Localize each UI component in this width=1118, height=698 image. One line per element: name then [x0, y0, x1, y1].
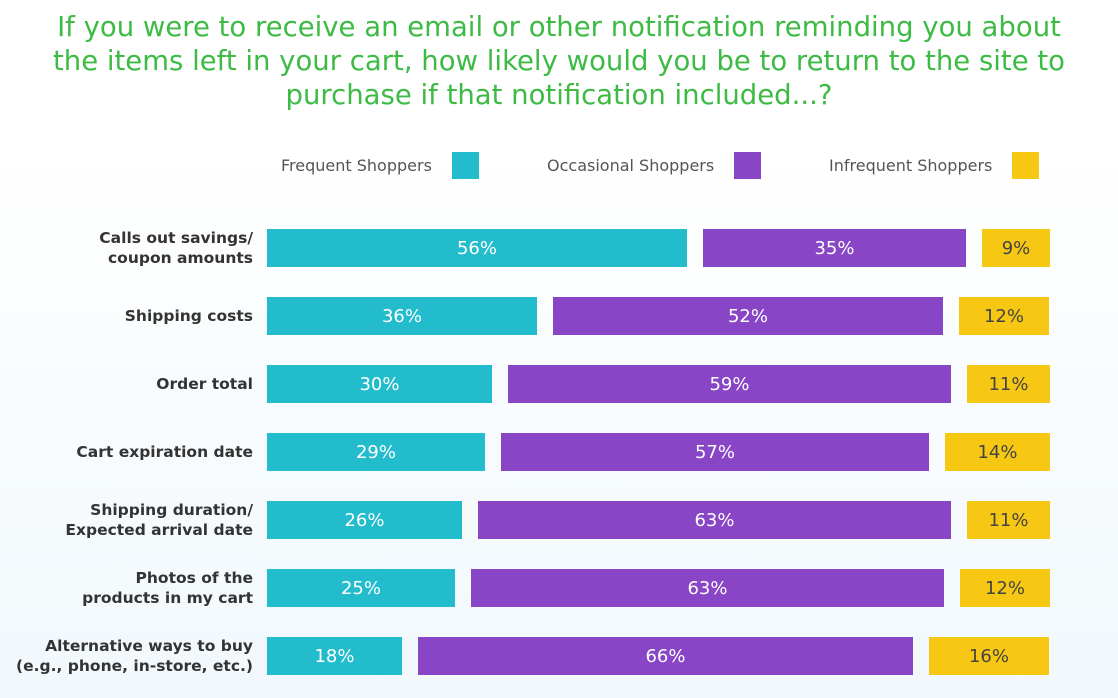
legend-item-infrequent: Infrequent Shoppers — [829, 150, 1040, 180]
data-label: 18% — [314, 645, 355, 667]
bar-frequent: 30% — [267, 365, 492, 403]
bar-occasional: 57% — [501, 433, 929, 471]
data-label: 30% — [359, 373, 400, 395]
data-label: 52% — [727, 305, 768, 327]
data-label: 11% — [988, 373, 1029, 395]
category-label: Order total — [156, 375, 253, 393]
bar-infrequent: 12% — [960, 569, 1050, 607]
category-label: Shipping costs — [124, 307, 253, 325]
bar-infrequent: 9% — [982, 229, 1050, 267]
category-label: Shipping duration/ Expected arrival date — [65, 501, 253, 539]
data-label: 16% — [968, 645, 1009, 667]
data-label: 25% — [340, 577, 381, 599]
data-label: 9% — [1001, 237, 1031, 259]
data-label: 26% — [344, 509, 385, 531]
legend-item-frequent: Frequent Shoppers — [281, 150, 479, 180]
data-label: 63% — [687, 577, 728, 599]
bar-frequent: 36% — [267, 297, 537, 335]
bar-occasional: 59% — [508, 365, 951, 403]
bar-occasional: 63% — [478, 501, 951, 539]
legend-swatch-infrequent — [1012, 151, 1040, 179]
bar-infrequent: 12% — [959, 297, 1049, 335]
bar-frequent: 18% — [267, 637, 402, 675]
data-label: 12% — [984, 577, 1025, 599]
data-label: 63% — [694, 509, 735, 531]
data-label: 57% — [694, 441, 735, 463]
bar-infrequent: 11% — [967, 501, 1050, 539]
bar-infrequent: 14% — [945, 433, 1050, 471]
data-label: 14% — [977, 441, 1018, 463]
category-label: Alternative ways to buy (e.g., phone, in… — [16, 637, 253, 675]
legend-label-infrequent: Infrequent Shoppers — [829, 155, 993, 175]
data-label: 12% — [983, 305, 1024, 327]
data-label: 56% — [456, 237, 497, 259]
data-label: 66% — [645, 645, 686, 667]
category-label: Photos of the products in my cart — [82, 569, 253, 607]
legend-swatch-occasional — [734, 151, 762, 179]
bar-occasional: 66% — [418, 637, 913, 675]
data-label: 11% — [988, 509, 1029, 531]
data-label: 29% — [355, 441, 396, 463]
bar-frequent: 26% — [267, 501, 462, 539]
legend-swatch-frequent — [451, 151, 479, 179]
category-label: Cart expiration date — [76, 443, 253, 461]
data-label: 35% — [814, 237, 855, 259]
bar-frequent: 56% — [267, 229, 687, 267]
bar-infrequent: 16% — [929, 637, 1049, 675]
data-label: 59% — [709, 373, 750, 395]
legend-label-frequent: Frequent Shoppers — [281, 155, 432, 175]
legend-label-occasional: Occasional Shoppers — [547, 155, 715, 175]
chart-title: If you were to receive an email or other… — [53, 11, 1065, 111]
bar-occasional: 35% — [703, 229, 966, 267]
bar-frequent: 25% — [267, 569, 455, 607]
bar-occasional: 63% — [471, 569, 944, 607]
data-label: 36% — [381, 305, 422, 327]
legend-item-occasional: Occasional Shoppers — [547, 150, 762, 180]
bar-occasional: 52% — [553, 297, 943, 335]
bar-frequent: 29% — [267, 433, 485, 471]
category-label: Calls out savings/ coupon amounts — [99, 229, 253, 267]
bar-infrequent: 11% — [967, 365, 1050, 403]
